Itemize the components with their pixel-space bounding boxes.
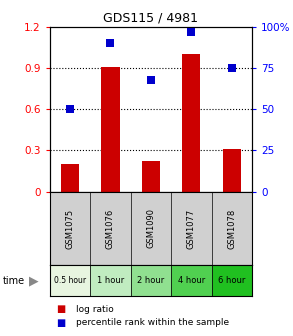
Text: 4 hour: 4 hour [178, 276, 205, 285]
Bar [182, 54, 200, 192]
Text: GSM1077: GSM1077 [187, 208, 196, 249]
Bar [131, 265, 171, 296]
Text: 6 hour: 6 hour [218, 276, 246, 285]
Bar [101, 67, 120, 192]
Text: 2 hour: 2 hour [137, 276, 165, 285]
Text: log ratio: log ratio [76, 305, 114, 313]
Text: time: time [3, 276, 25, 286]
Point [189, 29, 194, 35]
Text: GSM1090: GSM1090 [146, 208, 155, 249]
Point [68, 107, 72, 112]
Bar [142, 161, 160, 192]
Text: GSM1076: GSM1076 [106, 208, 115, 249]
Bar [61, 164, 79, 192]
Text: GSM1075: GSM1075 [66, 208, 74, 249]
Text: 1 hour: 1 hour [97, 276, 124, 285]
Title: GDS115 / 4981: GDS115 / 4981 [103, 11, 198, 24]
Bar [171, 265, 212, 296]
Bar [223, 149, 241, 192]
Point [149, 77, 153, 82]
Point [229, 66, 234, 71]
Text: GSM1078: GSM1078 [227, 208, 236, 249]
Text: ■: ■ [56, 318, 65, 328]
Text: ▶: ▶ [29, 274, 39, 287]
Bar [90, 265, 131, 296]
Point [108, 41, 113, 46]
Text: ■: ■ [56, 304, 65, 314]
Text: 0.5 hour: 0.5 hour [54, 276, 86, 285]
Bar [50, 265, 90, 296]
Text: percentile rank within the sample: percentile rank within the sample [76, 318, 229, 327]
Bar [212, 265, 252, 296]
